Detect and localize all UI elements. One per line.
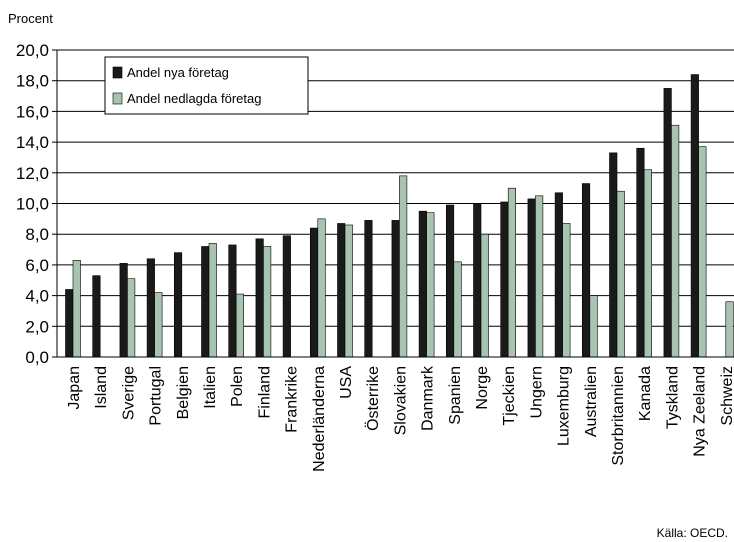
bar-nya-foretag <box>391 220 400 358</box>
x-tick-label: Spanien <box>447 366 464 425</box>
x-tick-label: Portugal <box>148 366 165 426</box>
bar-nedlagda-foretag <box>344 224 353 358</box>
x-tick-label: Finland <box>256 366 273 418</box>
y-tick-labels: 0,0 2,0 4,0 6,0 8,0 10,0 12,0 14,0 16,0 18,0 20,0 <box>16 41 49 367</box>
x-tick-label: Luxemburg <box>556 366 573 446</box>
bar-nya-foretag <box>418 210 427 358</box>
x-tick-label: Polen <box>229 366 246 407</box>
bars <box>65 74 734 358</box>
bar-nedlagda-foretag <box>535 195 544 358</box>
bar-nya-foretag <box>174 252 183 358</box>
gridlines <box>57 49 734 327</box>
x-tick-label: Nederländerna <box>311 366 328 472</box>
x-tick-label: Österrike <box>364 366 382 431</box>
y-tick-label: 12,0 <box>16 164 49 183</box>
x-tick-label: Island <box>93 366 110 409</box>
y-tick-label: 8,0 <box>25 225 49 244</box>
bar-nedlagda-foretag <box>725 301 734 358</box>
x-tick-label: Italien <box>202 366 219 409</box>
x-tick-labels: Japan Island Sverige Portugal Belgien Italien… <box>66 365 734 472</box>
bar-nya-foretag <box>282 235 291 358</box>
bar-nedlagda-foretag <box>399 175 408 358</box>
bar-nedlagda-foretag <box>317 218 326 358</box>
bar-nedlagda-foretag <box>671 124 680 358</box>
y-tick-label: 20,0 <box>16 41 49 60</box>
bar-nedlagda-foretag <box>72 259 81 358</box>
bar-nedlagda-foretag <box>208 243 217 358</box>
bar-nedlagda-foretag <box>562 223 571 358</box>
bar-nya-foretag <box>554 192 563 358</box>
bar-nedlagda-foretag <box>589 295 598 358</box>
source-note: Källa: OECD. <box>657 526 728 540</box>
x-tick-label: Storbritannien <box>610 366 627 466</box>
bar-nya-foretag <box>473 203 482 358</box>
x-tick-label: Belgien <box>175 366 192 419</box>
legend-box <box>104 56 309 115</box>
y-tick-label: 18,0 <box>16 72 49 91</box>
bar-nya-foretag <box>364 220 373 358</box>
bar-nya-foretag <box>92 275 101 358</box>
y-axis-label: Procent <box>8 11 53 26</box>
x-tick-label: Nya Zeeland <box>692 366 709 457</box>
bar-nya-foretag <box>636 147 645 358</box>
x-tick-label: Australien <box>583 366 600 437</box>
bar-nya-foretag <box>581 183 591 358</box>
bar-nya-foretag <box>201 246 210 358</box>
bar-nya-foretag <box>663 88 672 358</box>
bar-nedlagda-foretag <box>235 293 244 358</box>
legend-label: Andel nedlagda företag <box>127 91 261 106</box>
x-tick-label: Sverige <box>120 366 137 420</box>
x-tick-label: Ungern <box>528 366 545 418</box>
bar-nedlagda-foretag <box>643 169 653 358</box>
bar-nedlagda-foretag <box>698 146 707 358</box>
x-tick-label: Norge <box>474 366 491 410</box>
bar-nya-foretag <box>527 198 536 358</box>
x-tick-label: Frankrike <box>284 366 301 433</box>
bar-nya-foretag <box>690 74 699 358</box>
x-tick-label: Tyskland <box>664 366 681 429</box>
bar-nedlagda-foretag <box>263 246 272 358</box>
y-tick-label: 6,0 <box>25 256 49 275</box>
bar-nya-foretag <box>255 238 264 358</box>
bar-nya-foretag <box>500 201 509 358</box>
bar-nya-foretag <box>119 263 128 358</box>
bar-nya-foretag <box>228 244 237 358</box>
axes <box>52 49 734 358</box>
bar-nedlagda-foretag <box>127 278 136 358</box>
y-tick-label: 0,0 <box>25 348 49 367</box>
bar-nedlagda-foretag <box>480 233 489 358</box>
x-tick-label: Danmark <box>420 365 437 431</box>
bar-nedlagda-foretag <box>453 261 462 358</box>
bar-nya-foretag <box>609 152 618 358</box>
y-tick-label: 10,0 <box>16 195 49 214</box>
x-tick-label: Kanada <box>637 366 654 421</box>
bar-nedlagda-foretag <box>154 292 163 358</box>
bar-nya-foretag <box>309 227 319 358</box>
bar-nya-foretag <box>445 204 455 358</box>
legend: Andel nya företag Andel nedlagda företag <box>104 56 309 115</box>
y-tick-label: 14,0 <box>16 133 49 152</box>
y-tick-label: 4,0 <box>25 287 49 306</box>
legend-swatch <box>112 66 123 79</box>
legend-swatch <box>112 92 123 105</box>
bar-nedlagda-foretag <box>426 212 435 358</box>
bar-nya-foretag <box>146 258 155 358</box>
x-tick-label: USA <box>338 366 355 399</box>
x-tick-label: Japan <box>66 366 83 410</box>
y-tick-label: 16,0 <box>16 102 49 121</box>
legend-label: Andel nya företag <box>127 65 229 80</box>
bar-nya-foretag <box>337 223 346 358</box>
bar-nya-foretag <box>65 289 74 358</box>
bar-nedlagda-foretag <box>507 187 517 358</box>
x-tick-label: Schweiz <box>719 366 734 426</box>
bar-nedlagda-foretag <box>616 190 625 358</box>
y-tick-label: 2,0 <box>25 317 49 336</box>
x-tick-label: Slovakien <box>392 366 409 435</box>
x-tick-label: Tjeckien <box>501 366 518 426</box>
